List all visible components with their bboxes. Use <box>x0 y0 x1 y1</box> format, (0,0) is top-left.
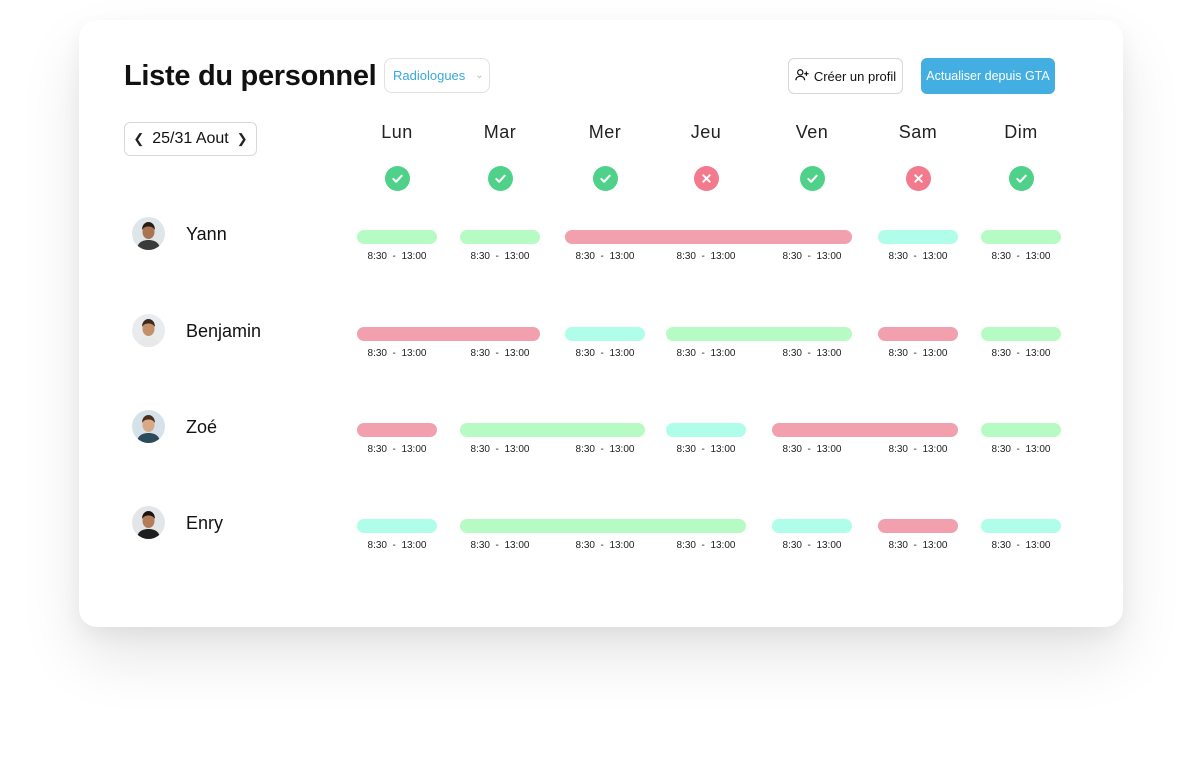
shift-time: 8:30 - 13:00 <box>782 251 842 262</box>
shift-time: 8:30 - 13:00 <box>575 251 635 262</box>
shift-bar[interactable] <box>460 230 540 244</box>
shift-time: 8:30 - 13:00 <box>367 348 427 359</box>
shift-time: 8:30 - 13:00 <box>676 348 736 359</box>
shift-bar[interactable] <box>357 230 437 244</box>
shift-time: 8:30 - 13:00 <box>888 251 948 262</box>
create-profile-label: Créer un profil <box>813 68 897 84</box>
shift-bar[interactable] <box>460 519 746 533</box>
shift-bar[interactable] <box>666 327 852 341</box>
shift-time: 8:30 - 13:00 <box>676 540 736 551</box>
shift-bar[interactable] <box>878 519 958 533</box>
day-header-jeu: Jeu <box>690 122 722 142</box>
create-profile-button[interactable]: Créer un profil <box>788 58 903 94</box>
shift-time: 8:30 - 13:00 <box>470 540 530 551</box>
shift-bar[interactable] <box>981 230 1061 244</box>
check-icon <box>384 166 410 191</box>
shift-bar[interactable] <box>981 327 1061 341</box>
day-header-dim: Dim <box>1004 122 1038 142</box>
shift-time: 8:30 - 13:00 <box>470 251 530 262</box>
staff-name-zoe: Zoé <box>186 417 218 437</box>
shift-time: 8:30 - 13:00 <box>575 348 635 359</box>
staff-name-benjamin: Benjamin <box>186 321 262 341</box>
shift-time: 8:30 - 13:00 <box>782 348 842 359</box>
avatar <box>132 410 165 443</box>
shift-time: 8:30 - 13:00 <box>991 444 1051 455</box>
shift-time: 8:30 - 13:00 <box>888 444 948 455</box>
shift-time: 8:30 - 13:00 <box>575 540 635 551</box>
chevron-right-icon[interactable]: ❯ <box>236 131 248 146</box>
shift-time: 8:30 - 13:00 <box>782 444 842 455</box>
avatar <box>132 506 165 539</box>
week-label: 25/31 Aout <box>152 130 229 147</box>
shift-bar[interactable] <box>772 519 852 533</box>
shift-time: 8:30 - 13:00 <box>782 540 842 551</box>
day-header-mer: Mer <box>588 122 622 142</box>
refresh-gta-button[interactable]: Actualiser depuis GTA <box>921 58 1055 94</box>
shift-time: 8:30 - 13:00 <box>470 348 530 359</box>
shift-bar[interactable] <box>981 423 1061 437</box>
day-header-lun: Lun <box>381 122 413 142</box>
avatar <box>132 217 165 250</box>
shift-time: 8:30 - 13:00 <box>991 348 1051 359</box>
shift-time: 8:30 - 13:00 <box>575 444 635 455</box>
chevron-down-icon: ⌄ <box>475 70 484 81</box>
day-header-mar: Mar <box>483 122 517 142</box>
shift-bar[interactable] <box>357 519 437 533</box>
shift-time: 8:30 - 13:00 <box>367 540 427 551</box>
shift-bar[interactable] <box>981 519 1061 533</box>
shift-time: 8:30 - 13:00 <box>367 251 427 262</box>
cross-icon <box>693 166 719 191</box>
role-filter-value: Radiologues <box>393 68 466 83</box>
staff-name-yann: Yann <box>186 224 227 244</box>
shift-bar[interactable] <box>357 327 540 341</box>
check-icon <box>487 166 513 191</box>
shift-bar[interactable] <box>357 423 437 437</box>
shift-time: 8:30 - 13:00 <box>991 251 1051 262</box>
staff-name-enry: Enry <box>186 513 224 533</box>
week-navigator: ❮ 25/31 Aout ❯ <box>124 122 257 156</box>
shift-time: 8:30 - 13:00 <box>367 444 427 455</box>
shift-time: 8:30 - 13:00 <box>676 251 736 262</box>
day-header-ven: Ven <box>795 122 829 142</box>
shift-bar[interactable] <box>772 423 958 437</box>
check-icon <box>592 166 618 191</box>
cross-icon <box>905 166 931 191</box>
shift-time: 8:30 - 13:00 <box>676 444 736 455</box>
avatar <box>132 314 165 347</box>
shift-time: 8:30 - 13:00 <box>888 540 948 551</box>
shift-bar[interactable] <box>460 423 645 437</box>
shift-time: 8:30 - 13:00 <box>470 444 530 455</box>
shift-bar[interactable] <box>878 230 958 244</box>
check-icon <box>799 166 825 191</box>
page-title: Liste du personnel <box>124 60 377 92</box>
shift-time: 8:30 - 13:00 <box>888 348 948 359</box>
shift-bar[interactable] <box>565 230 852 244</box>
chevron-left-icon[interactable]: ❮ <box>133 131 145 146</box>
shift-bar[interactable] <box>878 327 958 341</box>
role-filter-select[interactable]: Radiologues ⌄ <box>384 58 490 93</box>
day-header-sam: Sam <box>898 122 938 142</box>
add-user-icon <box>795 68 809 85</box>
check-icon <box>1008 166 1034 191</box>
shift-bar[interactable] <box>565 327 645 341</box>
shift-time: 8:30 - 13:00 <box>991 540 1051 551</box>
shift-bar[interactable] <box>666 423 746 437</box>
